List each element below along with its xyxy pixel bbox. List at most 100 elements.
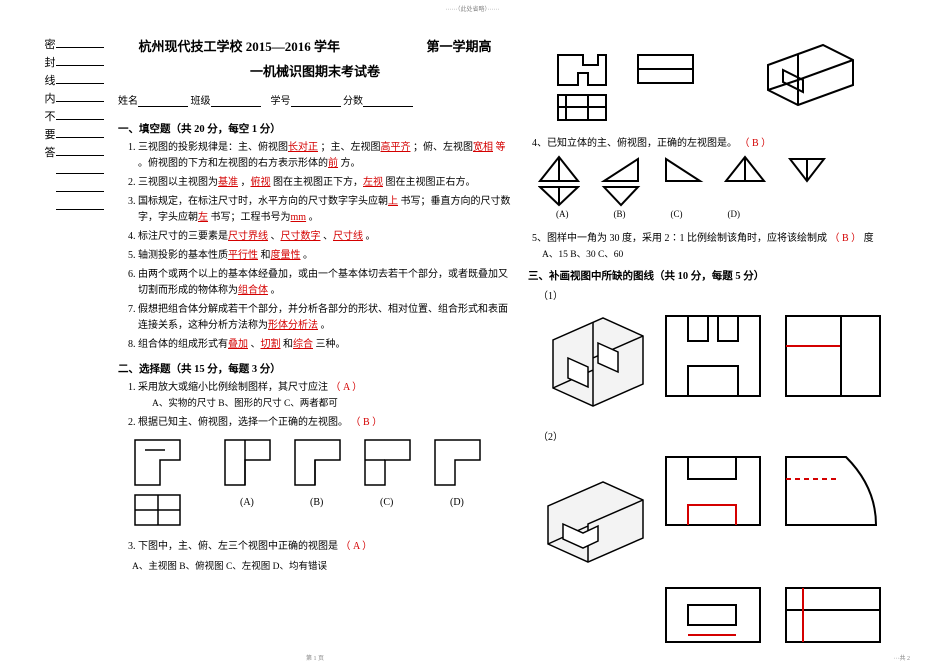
q2-a1: 基准: [218, 177, 238, 188]
q4-t3: 、: [323, 231, 333, 242]
cq5-ans: （ B ）: [830, 233, 862, 244]
choice-list: 采用放大或缩小比例绘制图样，其尺寸应注 （ A ） A、实物的尺寸 B、图形的尺…: [118, 380, 512, 431]
q1-ans3: 宽相: [473, 142, 493, 153]
cq1-t: 采用放大或缩小比例绘制图样，其尺寸应注: [138, 382, 328, 393]
cq5-t: 图样中一角为 30 度，采用 2∶1 比例绘制该角时，应将该绘制成: [547, 233, 827, 244]
q2-t: 三视图以主视图为: [138, 177, 218, 188]
cq4-ans: （ B ）: [740, 138, 772, 149]
opt-d-label: (D): [450, 497, 464, 508]
q8-a3: 综合: [293, 339, 313, 350]
section2-header: 二、选择题（共 15 分，每题 3 分）: [118, 361, 512, 376]
section3-header: 三、补画视图中所缺的图线（共 10 分，每题 5 分）: [528, 268, 922, 283]
choice-list-cont: 下图中，主、俯、左三个视图中正确的视图是 （ A ）: [118, 539, 512, 555]
cq2-t: 根据已知主、俯视图，选择一个正确的左视图。: [138, 417, 348, 428]
front-view1-icon: [658, 308, 768, 408]
triangle-option-a-icon: [538, 155, 580, 207]
triangle-option-d-icon: [724, 155, 766, 207]
front-view2-icon: [658, 449, 768, 534]
q3-a1: 上: [388, 196, 398, 207]
iso-block1-icon: [538, 308, 648, 418]
label-id: 学号: [271, 96, 291, 107]
blank-class[interactable]: [211, 95, 261, 107]
q5-t2: 和: [261, 250, 271, 261]
q7: 假想把组合体分解成若干个部分，并分析各部分的形状、相对位置、组合形式和表面连接关…: [138, 302, 512, 334]
q4-option-labels: (A) (B) (C) (D): [556, 209, 922, 219]
q4-t: 标注尺寸的三要素是: [138, 231, 228, 242]
cq1-ans: （ A ）: [331, 382, 363, 393]
side-view2-icon: [778, 449, 888, 534]
binding-rule-lines: [56, 36, 104, 216]
title-right: 第一学期高: [427, 39, 492, 54]
q1-ans2: 高平齐: [381, 142, 411, 153]
q3: 国标规定，在标注尺寸时，水平方向的尺寸数字字头应朝上 书写；垂直方向的尺寸数字，…: [138, 194, 512, 226]
q7-t2: 。: [321, 320, 331, 331]
opt-b-label: (B): [310, 497, 323, 508]
q4: 标注尺寸的三要素是尺寸界线 、尺寸数字 、尺寸线 。: [138, 229, 512, 245]
cq3-ans: （ A ）: [341, 541, 373, 552]
q5-a1: 平行性: [228, 250, 258, 261]
q5-a2: 度量性: [271, 250, 301, 261]
left-column: 杭州现代技工学校 2015—2016 学年 第一学期高 一机械识图期末考试卷 姓…: [110, 14, 520, 664]
exam-title-row: 杭州现代技工学校 2015—2016 学年 第一学期高: [118, 36, 512, 55]
choice-q5: 5、图样中一角为 30 度，采用 2∶1 比例绘制该角时，应将该绘制成 （ B …: [532, 229, 922, 244]
blank-id[interactable]: [291, 95, 341, 107]
q4-lbl-d: (D): [728, 209, 741, 219]
fill-blank-list: 三视图的投影规律是：主、俯视图长对正 ；主、左视图高平齐 ；俯、左视图宽相 等 …: [118, 140, 512, 353]
header-tiny-text: ······（此处省略）······: [446, 4, 500, 13]
q4-a1: 尺寸界线: [228, 231, 268, 242]
q6-t2: 。: [271, 285, 281, 296]
s3-part2-figures-bottom: [658, 580, 922, 650]
q1-text4: 。俯视图的下方和左视图的右方表示形体的: [138, 158, 328, 169]
section1-header: 一、填空题（共 20 分，每空 1 分）: [118, 121, 512, 136]
q4-reference-figure: [528, 40, 922, 130]
s3-part1-figures: [538, 308, 922, 418]
title-left: 杭州现代技工学校 2015—2016 学年: [138, 39, 340, 54]
label-class: 班级: [191, 96, 211, 107]
q1-text3: ；俯、左视图: [413, 142, 473, 153]
cq2-figures: (A) (B) (C) (D): [130, 435, 512, 535]
l-shape-options-icon: (A) (B) (C) (D): [130, 435, 510, 535]
q3-a3: mm: [291, 212, 307, 223]
q2-a3: 左视: [363, 177, 383, 188]
q2: 三视图以主视图为基准 ，俯视 图在主视图正下方，左视 图在主视图正右方。: [138, 175, 512, 191]
isometric-views-icon: [528, 40, 888, 130]
s3-part2-label: （2）: [538, 428, 922, 443]
q4-t4: 。: [366, 231, 376, 242]
q5: 轴测投影的基本性质平行性 和度量性 。: [138, 248, 512, 264]
blank-score[interactable]: [363, 95, 413, 107]
label-score: 分数: [343, 96, 363, 107]
q8: 组合体的组成形式有叠加 、切割 和综合 三种。: [138, 337, 512, 353]
right-column: 4、已知立体的主、俯视图，正确的左视图是。 （ B ） (A) (B) (C) …: [520, 14, 930, 664]
q5-t3: 。: [303, 250, 313, 261]
q2-a2: 俯视: [251, 177, 271, 188]
q5-t: 轴测投影的基本性质: [138, 250, 228, 261]
q1: 三视图的投影规律是：主、俯视图长对正 ；主、左视图高平齐 ；俯、左视图宽相 等 …: [138, 140, 512, 172]
q3-a2: 左: [198, 212, 208, 223]
q3-t: 国标规定，在标注尺寸时，水平方向的尺寸数字字头应朝: [138, 196, 388, 207]
q7-a: 形体分析法: [268, 320, 318, 331]
footer-right: ···共 2: [894, 653, 911, 662]
triangle-option-c-icon: [662, 155, 704, 207]
choice-q4: 4、已知立体的主、俯视图，正确的左视图是。 （ B ）: [532, 134, 922, 149]
top-view2a-icon: [658, 580, 768, 650]
blank-name[interactable]: [138, 95, 188, 107]
side-view1-icon: [778, 308, 888, 408]
q4-lbl-c: (C): [671, 209, 683, 219]
page-body: 杭州现代技工学校 2015—2016 学年 第一学期高 一机械识图期末考试卷 姓…: [110, 14, 930, 664]
cq4-t: 已知立体的主、俯视图，正确的左视图是。: [547, 138, 737, 149]
cq5-options: A、15 B、30 C、60: [542, 246, 922, 260]
q6-a: 组合体: [238, 285, 268, 296]
label-name: 姓名: [118, 96, 138, 107]
cq2-ans: （ B ）: [351, 417, 383, 428]
q8-a2: 切割: [261, 339, 281, 350]
cq1-options: A、实物的尺寸 B、图形的尺寸 C、两者都可: [152, 396, 512, 412]
q1-ans4: 前: [328, 158, 338, 169]
choice-q3: 下图中，主、俯、左三个视图中正确的视图是 （ A ）: [138, 539, 512, 555]
q8-t3: 和: [283, 339, 293, 350]
q1-ans1: 长对正: [288, 142, 318, 153]
q2-t3: 图在主视图正下方，: [273, 177, 363, 188]
student-info-line: 姓名 班级 学号 分数: [118, 92, 512, 107]
q4-lbl-a: (A): [556, 209, 569, 219]
q4-options-row: [538, 155, 922, 207]
footer-left: 第 1 页: [306, 653, 324, 662]
